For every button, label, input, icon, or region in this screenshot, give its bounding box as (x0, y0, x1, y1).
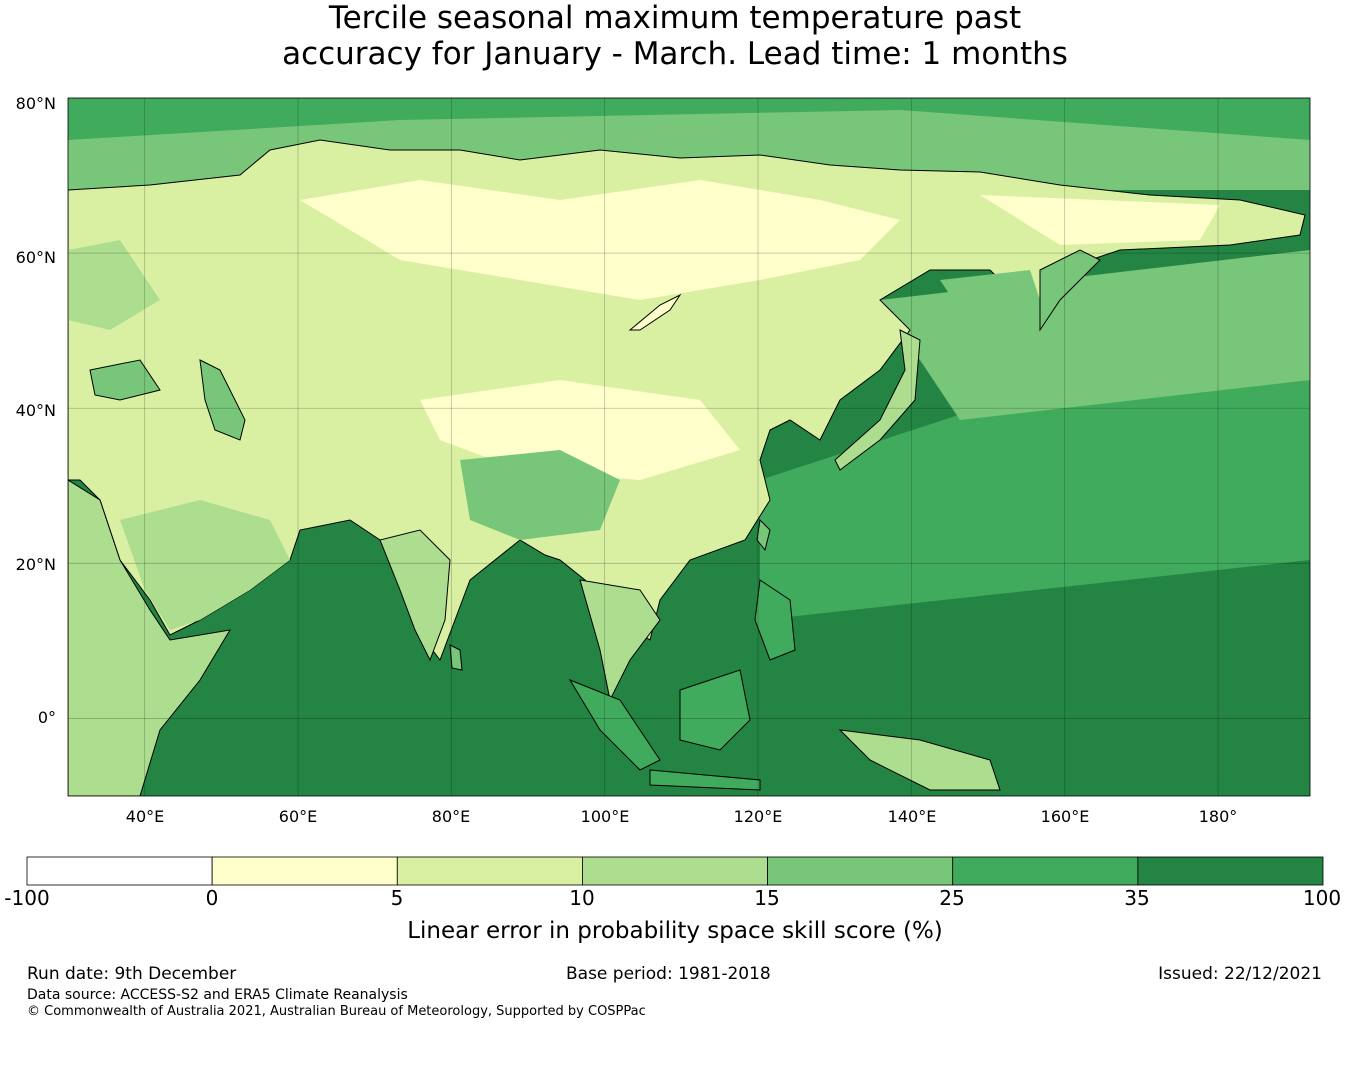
colorbar-segment (1137, 856, 1324, 886)
indochina-land (579, 579, 661, 702)
lat-label-80n: 80°N (15, 94, 56, 113)
taiwan-land (756, 518, 771, 552)
tibet-pale (420, 380, 740, 480)
map-frame (67, 97, 1311, 797)
java-land (649, 769, 761, 791)
lon-label-160e: 160°E (1040, 807, 1090, 826)
kamchatka-land (1039, 249, 1101, 332)
europe-shade (68, 240, 160, 330)
lon-label-80e: 80°E (431, 807, 471, 826)
chart-title: Tercile seasonal maximum temperature pas… (0, 0, 1350, 72)
colorbar-tick-25: 25 (939, 886, 965, 910)
data-source: Data source: ACCESS-S2 and ERA5 Climate … (27, 987, 408, 1003)
himalaya-green (460, 450, 620, 540)
lon-label-180: 180° (1198, 807, 1238, 826)
japan-land (834, 329, 921, 471)
title-line-2: accuracy for January - March. Lead time:… (282, 36, 1068, 72)
new-guinea-land (838, 729, 1001, 791)
title-line-1: Tercile seasonal maximum temperature pas… (328, 0, 1022, 36)
colorbar-tick-0: 0 (205, 886, 219, 910)
colorbar-segment (767, 856, 954, 886)
philippines-land (754, 579, 796, 661)
okhotsk-green (940, 270, 1050, 340)
borneo-land (679, 669, 751, 751)
chukotka-pale (980, 195, 1220, 245)
copyright: © Commonwealth of Australia 2021, Austra… (27, 1004, 646, 1019)
caspian-sea (199, 359, 246, 441)
lat-label-0: 0° (37, 708, 56, 727)
lon-label-140e: 140°E (887, 807, 937, 826)
black-sea (89, 359, 161, 401)
siberia-high-skill-low (300, 180, 900, 300)
lat-label-40n: 40°N (15, 401, 56, 420)
colorbar-segment (396, 856, 583, 886)
lat-label-60n: 60°N (15, 248, 56, 267)
lon-label-100e: 100°E (580, 807, 630, 826)
sri-lanka-land (449, 644, 463, 671)
colorbar-tick-minus100: -100 (4, 886, 50, 910)
lake-baikal (628, 293, 682, 331)
colorbar-tick-10: 10 (569, 886, 595, 910)
colorbar-label: Linear error in probability space skill … (407, 918, 943, 944)
colorbar-segment (211, 856, 398, 886)
arabia-shade (120, 500, 290, 630)
colorbar-tick-35: 35 (1124, 886, 1150, 910)
map-area (68, 98, 1310, 796)
lon-label-120e: 120°E (733, 807, 783, 826)
base-period: Base period: 1981-2018 (566, 964, 771, 984)
africa-land (68, 479, 231, 796)
colorbar-segment (582, 856, 768, 886)
colorbar-segment (952, 856, 1139, 886)
gridlines (68, 98, 1310, 796)
sumatra-land (568, 678, 661, 771)
run-date: Run date: 9th December (27, 964, 237, 984)
colorbar (26, 856, 1324, 886)
india-land (379, 529, 451, 662)
colorbar-segment (26, 856, 213, 886)
lon-label-40e: 40°E (125, 807, 165, 826)
colorbar-tick-5: 5 (390, 886, 404, 910)
colorbar-tick-100: 100 (1302, 886, 1342, 910)
lon-label-60e: 60°E (278, 807, 318, 826)
colorbar-tick-15: 15 (754, 886, 780, 910)
lat-label-20n: 20°N (15, 555, 56, 574)
issued-date: Issued: 22/12/2021 (1158, 964, 1322, 984)
